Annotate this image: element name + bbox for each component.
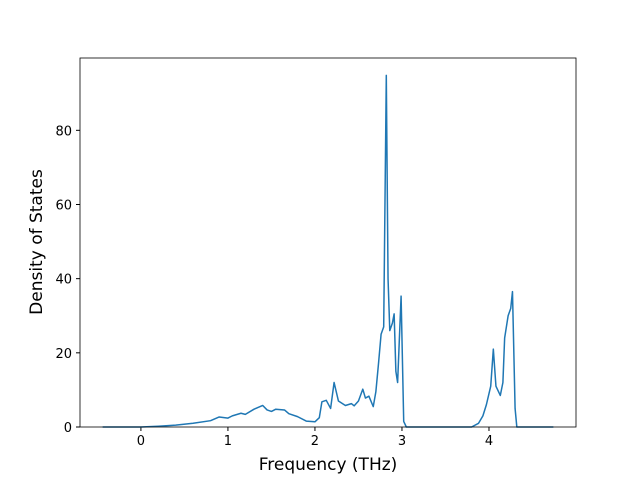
x-tick-label: 4 <box>485 434 493 449</box>
x-tick-label: 1 <box>224 434 232 449</box>
x-axis-label: Frequency (THz) <box>259 455 398 475</box>
y-tick-label: 0 <box>64 421 72 436</box>
x-tick-label: 3 <box>398 434 406 449</box>
y-tick-label: 60 <box>55 198 72 213</box>
y-axis-label: Density of States <box>27 169 47 315</box>
plot-frame <box>79 57 577 428</box>
y-tick-label: 80 <box>55 124 72 139</box>
x-tick-label: 2 <box>311 434 319 449</box>
line <box>102 74 554 428</box>
x-tick-label: 0 <box>137 434 145 449</box>
y-tick-label: 40 <box>55 273 72 288</box>
y-tick-label: 20 <box>55 347 72 362</box>
